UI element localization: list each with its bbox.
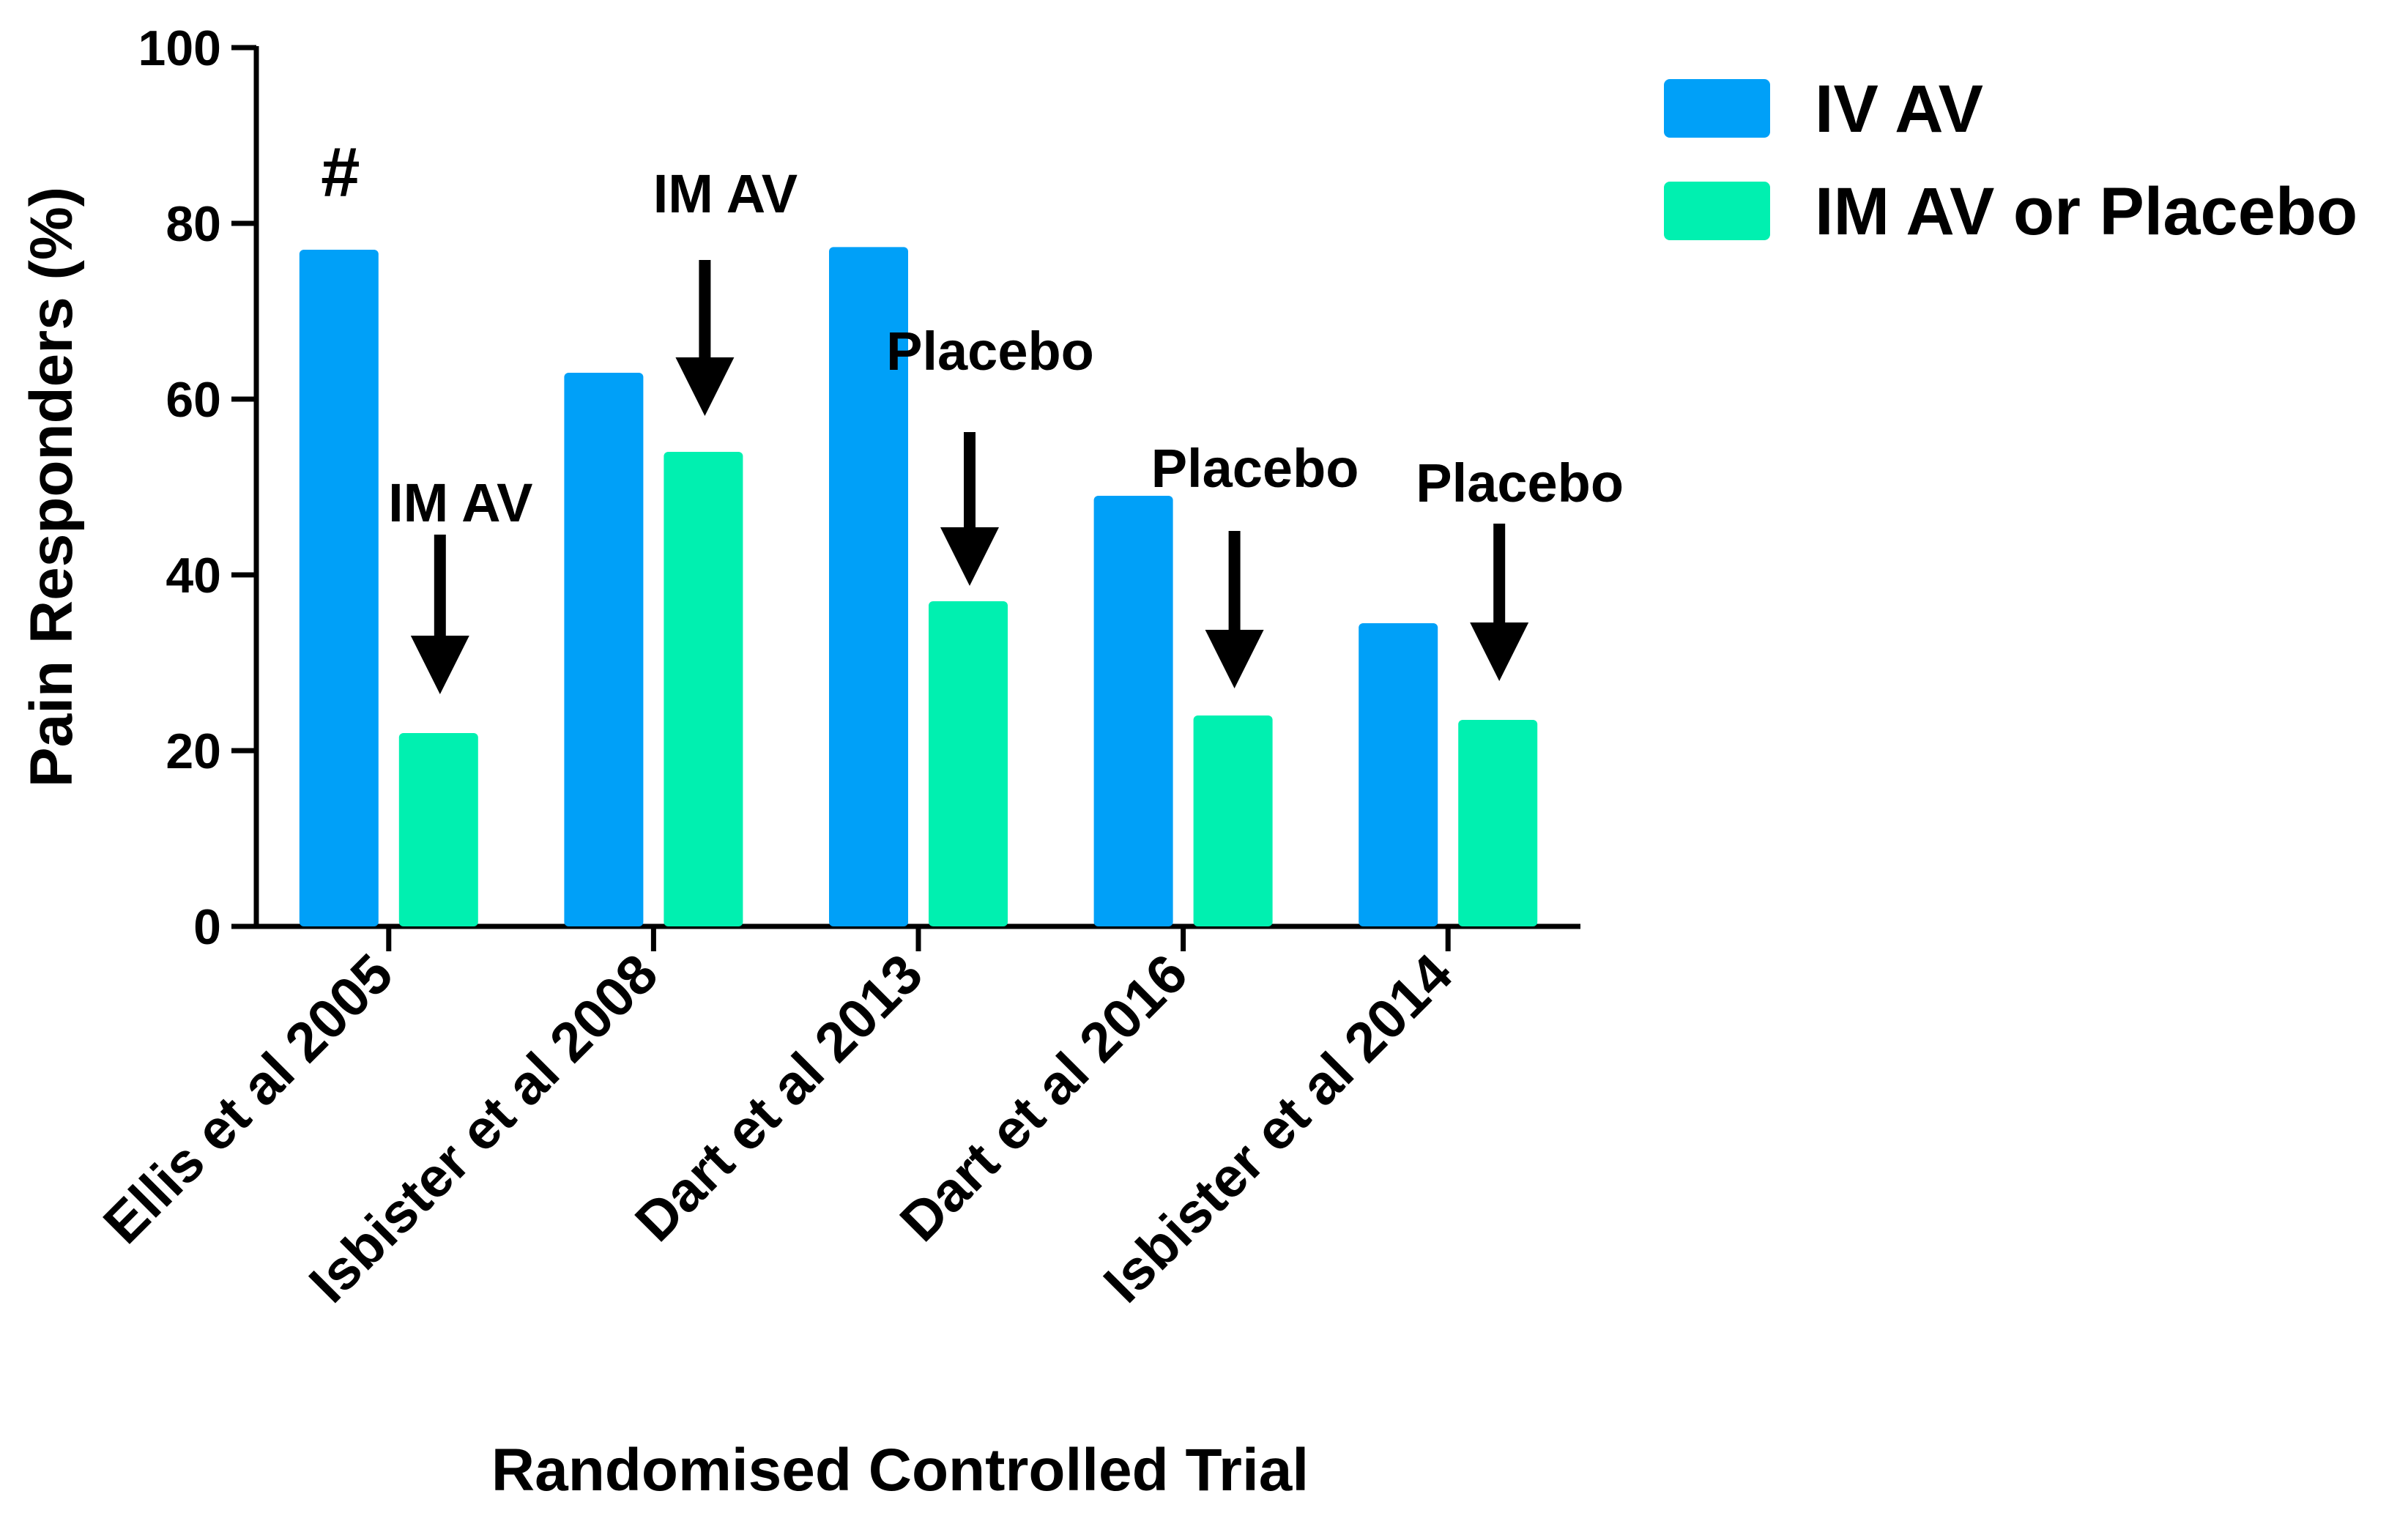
x-category-label: Dart et al 2013 — [623, 943, 934, 1254]
legend-label-im-av-or-placebo: IM AV or Placebo — [1815, 174, 2357, 249]
legend-label-iv-av: IV AV — [1815, 72, 1983, 146]
y-tick-label: 80 — [166, 196, 221, 252]
bar-iv-av-1 — [299, 250, 379, 926]
x-category-label: Ellis et al 2005 — [92, 943, 405, 1256]
x-category-label: Dart et al 2016 — [888, 943, 1200, 1254]
bar-iv-av-4 — [1093, 496, 1173, 926]
y-tick-label: 0 — [193, 899, 221, 955]
annotation-label: IM AV — [653, 163, 798, 224]
bar-iv-av-2 — [564, 373, 644, 926]
bar-im-av-or-placebo-1 — [398, 733, 478, 926]
y-axis-title: Pain Responders (%) — [18, 187, 85, 787]
legend-swatch-im-av-or-placebo — [1664, 182, 1770, 240]
y-tick-label: 40 — [166, 548, 221, 603]
annotation-arrow-head — [940, 527, 999, 586]
annotation-label: Placebo — [1151, 438, 1359, 499]
annotation-arrow-head — [1470, 622, 1529, 681]
significance-marker: # — [321, 133, 360, 212]
bar-im-av-or-placebo-2 — [664, 452, 743, 926]
annotation-arrow-head — [1205, 630, 1264, 688]
legend-swatch-iv-av — [1664, 79, 1770, 138]
annotation-label: Placebo — [886, 321, 1094, 382]
y-tick-label: 100 — [138, 21, 221, 76]
annotation-arrow-head — [675, 357, 735, 416]
bar-im-av-or-placebo-3 — [929, 601, 1008, 926]
annotation-label: Placebo — [1416, 453, 1624, 513]
bar-im-av-or-placebo-5 — [1458, 720, 1538, 926]
annotation-label: IM AV — [388, 472, 532, 533]
bar-im-av-or-placebo-4 — [1193, 715, 1273, 926]
y-tick-label: 20 — [166, 724, 221, 779]
y-tick-label: 60 — [166, 372, 221, 428]
annotation-arrow-head — [410, 636, 469, 694]
bar-iv-av-3 — [829, 247, 908, 926]
x-axis-title: Randomised Controlled Trial — [491, 1437, 1309, 1503]
bar-iv-av-5 — [1359, 623, 1438, 926]
